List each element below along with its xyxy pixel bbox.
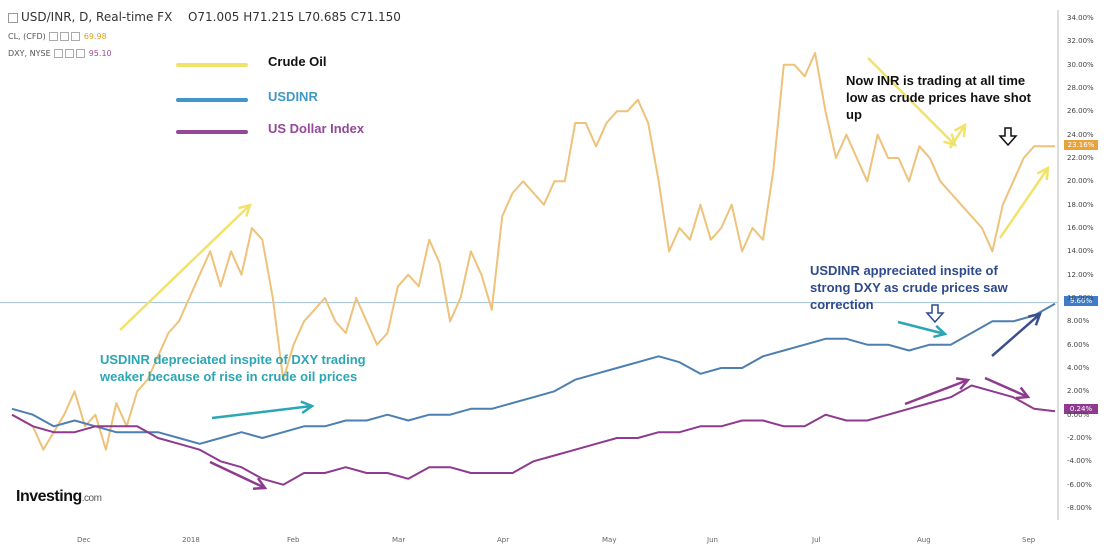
- dxy-value-badge: 0.24%: [1064, 404, 1098, 414]
- y-tick-label: 16.00%: [1067, 224, 1094, 232]
- trend-arrow: [119, 203, 252, 331]
- x-tick-label: Dec: [77, 536, 91, 544]
- legend-label: US Dollar Index: [268, 121, 365, 136]
- trend-arrow: [991, 312, 1042, 357]
- legend-label: Crude Oil: [268, 54, 327, 69]
- grid: [0, 10, 1059, 520]
- overlay-label: CL, (CFD): [8, 32, 46, 41]
- x-tick-label: Apr: [497, 536, 510, 544]
- series-layer: [11, 52, 1056, 486]
- settings-icon[interactable]: [60, 32, 70, 41]
- overlay-row-dxy: DXY, NYSE 95.10: [8, 49, 112, 58]
- symbol-title: USD/INR, D, Real-time FX: [21, 10, 173, 24]
- y-tick-label: 26.00%: [1067, 107, 1094, 116]
- y-tick-label: 2.00%: [1067, 387, 1090, 396]
- y-tick-label: -8.00%: [1067, 504, 1092, 512]
- overlay-label: DXY, NYSE: [8, 49, 51, 58]
- overlay-value: 95.10: [88, 49, 112, 58]
- y-tick-label: 18.00%: [1067, 200, 1094, 209]
- y-tick-label: 24.00%: [1067, 130, 1094, 139]
- y-tick-label: 14.00%: [1067, 247, 1094, 256]
- y-tick-label: 22.00%: [1067, 154, 1094, 162]
- crude-value-badge: 23.16%: [1064, 140, 1098, 150]
- annotation-appreciated: USDINR appreciated inspite of strong DXY…: [810, 263, 1008, 312]
- y-tick-label: 4.00%: [1067, 364, 1090, 372]
- trend-arrow: [904, 377, 971, 406]
- y-tick-label: 28.00%: [1067, 84, 1094, 92]
- trend-arrow: [211, 400, 315, 420]
- legend-swatch: [176, 130, 248, 134]
- trend-arrow: [897, 320, 948, 339]
- trend-arrows: [119, 57, 1050, 490]
- down-arrow-icon: [998, 127, 1018, 147]
- series-line-crude-oil: [11, 52, 1055, 451]
- y-tick-label: -6.00%: [1067, 480, 1092, 489]
- annotation-depreciated: USDINR depreciated inspite of DXY tradin…: [100, 352, 366, 384]
- y-tick-label: 30.00%: [1067, 60, 1094, 69]
- y-tick-label: -4.00%: [1067, 457, 1092, 466]
- annotation-inr-low: Now INR is trading at all time low as cr…: [846, 73, 1031, 122]
- ohlc-open: O71.005: [187, 10, 240, 24]
- trend-arrow: [948, 122, 967, 149]
- eye-icon[interactable]: [54, 49, 64, 58]
- series-line-usdinr: [11, 302, 1056, 445]
- series-line-us-dollar-index: [11, 384, 1056, 486]
- investing-logo: Investing.com: [16, 488, 102, 505]
- x-tick-label: Sep: [1022, 536, 1036, 544]
- y-tick-label: 8.00%: [1067, 317, 1090, 326]
- overlay-row-crude: CL, (CFD) 69.98: [8, 32, 107, 41]
- x-tick-label: May: [602, 536, 617, 544]
- x-tick-label: Aug: [917, 536, 931, 544]
- overlay-value: 69.98: [83, 32, 107, 41]
- usdinr-value-badge: 9.60%: [1064, 296, 1098, 306]
- x-tick-label: Mar: [392, 536, 406, 544]
- trend-arrow: [209, 460, 268, 490]
- legend-label: USDINR: [268, 89, 318, 104]
- y-tick-label: 20.00%: [1067, 177, 1094, 186]
- y-tick-label: 12.00%: [1067, 270, 1094, 279]
- trend-arrow: [867, 57, 957, 147]
- x-tick-label: Jul: [812, 536, 821, 544]
- eye-icon[interactable]: [49, 32, 59, 41]
- ohlc-close: C71.150: [350, 10, 401, 24]
- y-tick-label: 34.00%: [1067, 14, 1094, 22]
- x-tick-label: Jun: [707, 536, 718, 544]
- ohlc-high: H71.215: [243, 10, 295, 24]
- close-icon[interactable]: [71, 32, 81, 41]
- down-arrow-icon: [925, 304, 945, 324]
- x-tick-label: 2018: [182, 536, 200, 544]
- y-tick-label: 6.00%: [1067, 340, 1090, 349]
- settings-icon[interactable]: [65, 49, 75, 58]
- trend-arrow: [984, 376, 1031, 400]
- y-tick-label: 0.00%: [1067, 410, 1090, 419]
- legend-swatch: [176, 63, 248, 67]
- y-tick-label: 10.00%: [1067, 294, 1094, 302]
- y-tick-label: -2.00%: [1067, 434, 1092, 442]
- trend-arrow: [998, 165, 1050, 239]
- legend-swatch: [176, 98, 248, 102]
- chart-header: USD/INR, D, Real-time FX O71.005 H71.215…: [8, 10, 401, 24]
- collapse-icon[interactable]: [8, 12, 18, 23]
- ohlc-low: L70.685: [298, 10, 347, 24]
- x-tick-label: Feb: [287, 536, 300, 544]
- y-tick-label: 32.00%: [1067, 37, 1094, 46]
- close-icon[interactable]: [76, 49, 86, 58]
